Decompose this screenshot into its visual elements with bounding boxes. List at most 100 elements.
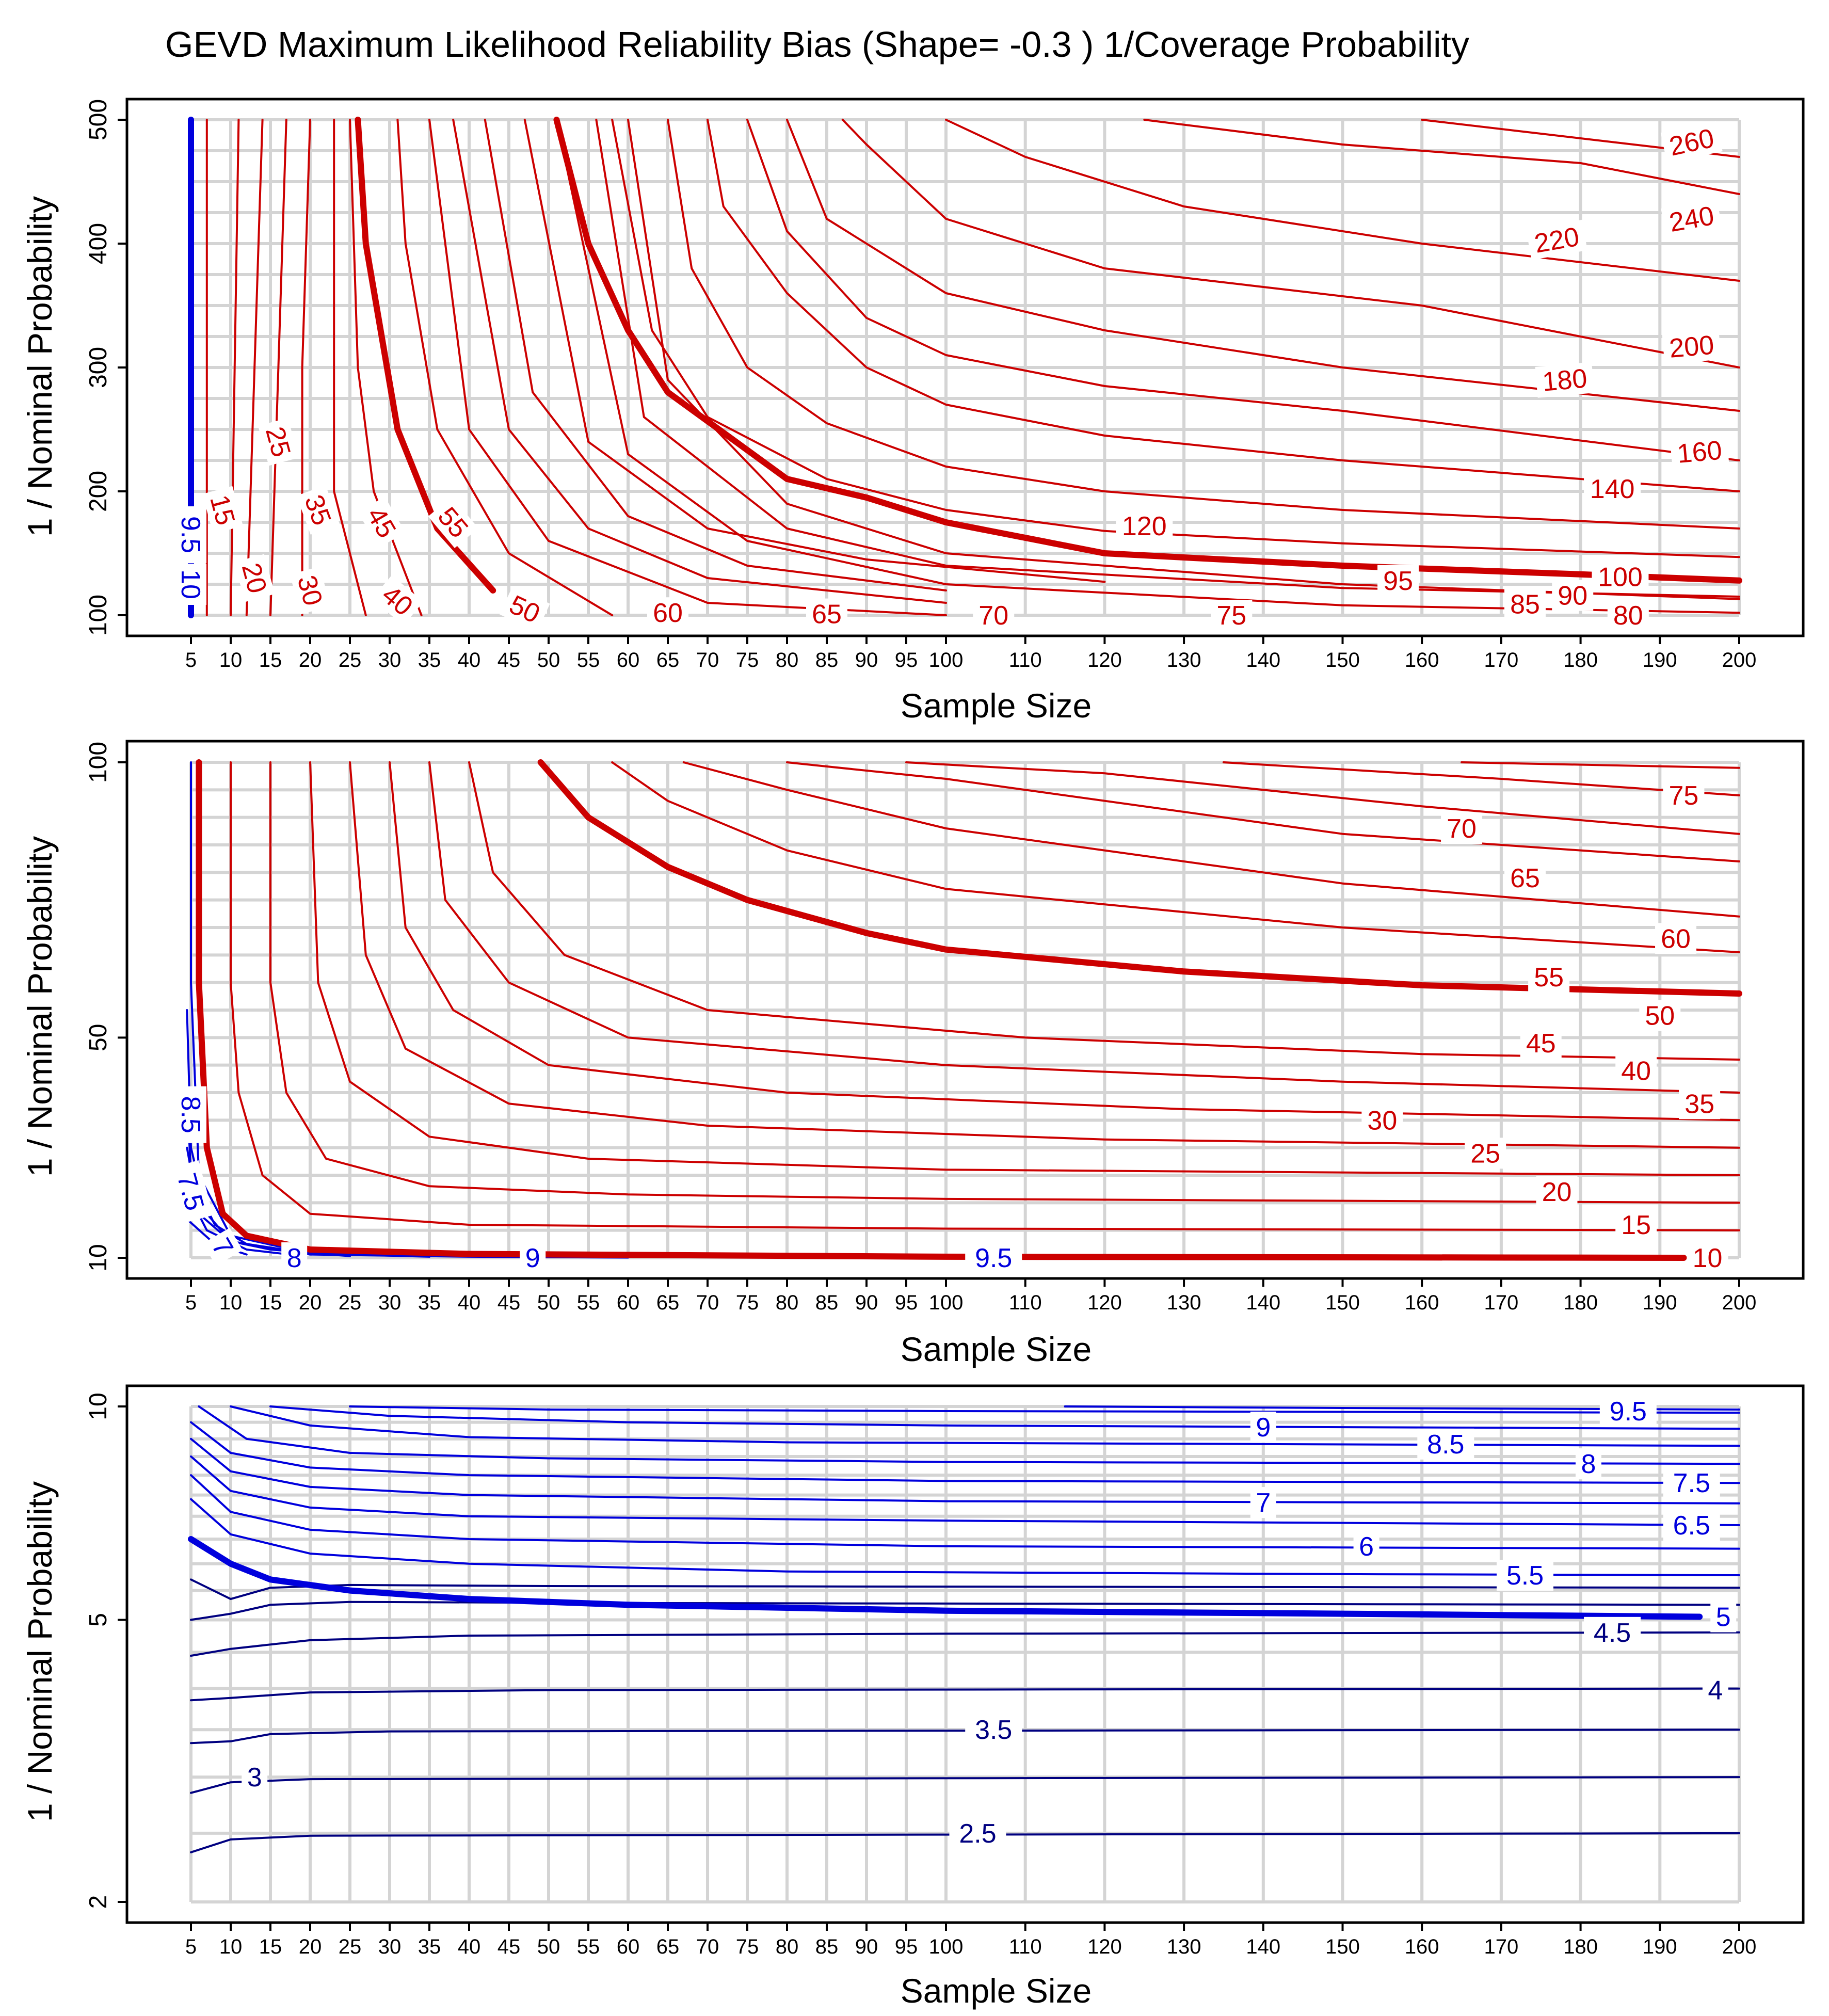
- x-tick-label: 45: [498, 1291, 521, 1314]
- x-tick-label: 10: [219, 1291, 243, 1314]
- x-tick-label: 15: [259, 1935, 282, 1958]
- y-tick-label: 5: [85, 1613, 112, 1627]
- contour-label: 70: [1447, 814, 1477, 844]
- x-tick-label: 40: [458, 649, 481, 671]
- x-tick-label: 130: [1167, 1935, 1201, 1958]
- x-tick-label: 60: [617, 649, 640, 671]
- y-tick-label: 100: [85, 595, 112, 636]
- x-tick-label: 65: [656, 1935, 680, 1958]
- contour-line-6.5: [190, 1455, 1740, 1526]
- x-tick-label: 160: [1405, 649, 1439, 671]
- x-tick-label: 25: [339, 649, 362, 671]
- contour-label-bg: [1441, 813, 1483, 844]
- x-tick-label: 200: [1722, 649, 1757, 671]
- contour-label: 10: [1693, 1243, 1723, 1273]
- contour-label: 55: [1534, 963, 1564, 993]
- contour-label: 7: [1256, 1488, 1271, 1518]
- contour-line-4: [190, 1687, 1740, 1702]
- contour-label: 8: [1581, 1449, 1596, 1479]
- contour-line-55: [396, 119, 614, 616]
- contour-label-bg: [1661, 198, 1723, 239]
- x-tick-label: 55: [577, 1291, 600, 1314]
- contour-label-bg: [1526, 219, 1587, 260]
- contour-label-bg: [242, 1762, 268, 1793]
- x-axis-title: Sample Size: [901, 686, 1092, 725]
- x-tick-label: 35: [418, 1291, 441, 1314]
- x-tick-label: 45: [498, 649, 521, 671]
- x-tick-label: 160: [1405, 1291, 1439, 1314]
- contour-line-100: [553, 117, 1742, 584]
- x-tick-label: 100: [929, 1935, 964, 1958]
- contour-line-75: [523, 119, 1106, 583]
- contour-label: 140: [1590, 474, 1635, 504]
- x-tick-label: 65: [656, 649, 680, 671]
- x-axis-title: Sample Size: [901, 1972, 1092, 2010]
- x-tick-label: 30: [378, 1935, 402, 1958]
- y-tick-label: 500: [85, 99, 112, 140]
- x-axis-title: Sample Size: [901, 1330, 1092, 1368]
- contour-label-bg: [1702, 1674, 1728, 1706]
- contour-line-25: [309, 761, 1740, 1176]
- x-tick-label: 160: [1405, 1935, 1439, 1958]
- x-tick-label: 180: [1563, 649, 1598, 671]
- contour-label: 6.5: [1673, 1511, 1710, 1541]
- contour-label: 10: [175, 569, 205, 599]
- contour-label: 85: [1510, 589, 1540, 619]
- contour-line-9: [269, 1405, 1740, 1430]
- contour-label: 5.5: [1506, 1561, 1544, 1591]
- x-tick-label: 35: [418, 649, 441, 671]
- contour-line-3: [190, 1776, 1740, 1794]
- contour-label-bg: [203, 1228, 243, 1266]
- contour-label: 4.5: [1594, 1618, 1631, 1648]
- contour-label: 15: [1621, 1210, 1651, 1240]
- y-axis: 100 200 300 400 500: [85, 99, 127, 636]
- contour-label: 160: [1676, 436, 1723, 469]
- contour-line-260: [1143, 119, 1740, 195]
- contour-line-55: [611, 761, 1740, 953]
- contour-label-bg: [296, 485, 340, 535]
- y-tick-label: 10: [85, 1244, 112, 1271]
- contour-line-50: [537, 759, 1742, 997]
- contour-label-bg: [1465, 1138, 1506, 1169]
- contour-line-60: [428, 119, 947, 616]
- x-tick-label: 85: [815, 1291, 839, 1314]
- contour-label: 260: [1667, 123, 1717, 162]
- contour-line-7.5: [190, 1421, 1740, 1484]
- contour-label-bg: [1536, 1176, 1578, 1207]
- x-tick-label: 60: [617, 1291, 640, 1314]
- x-tick-label: 10: [219, 649, 243, 671]
- contour-label-bg: [965, 1714, 1022, 1746]
- plot-frame: [125, 740, 1805, 1280]
- x-tick-label: 20: [299, 1935, 322, 1958]
- contour-label: 45: [1526, 1029, 1556, 1059]
- contour-label: 4: [1708, 1676, 1723, 1706]
- grid: [189, 761, 1741, 1259]
- x-tick-label: 15: [259, 1291, 282, 1314]
- contour-line-30: [349, 761, 1740, 1149]
- contour-line-200: [786, 119, 1740, 412]
- plot-frame: [125, 1384, 1805, 1924]
- contour-line-4.75: [190, 1601, 1740, 1621]
- contour-label-bg: [372, 575, 424, 626]
- y-axis-title: 1 / Nominal Probability: [21, 1481, 59, 1822]
- x-axis: 5 10 15 20 25 30 35 40 45 50 55 60 65 70 75 80 85 90 95 100…: [185, 1278, 1756, 1314]
- contour-label-bg: [973, 600, 1015, 631]
- contour-label-bg: [1535, 362, 1595, 398]
- contour-label-bg: [1607, 600, 1649, 631]
- contour-label-bg: [965, 1242, 1022, 1273]
- contour-line-5.5: [190, 1498, 1740, 1576]
- contour-label-bg: [290, 566, 331, 615]
- contour-line-120: [611, 119, 1740, 558]
- x-tick-label: 190: [1643, 1935, 1677, 1958]
- x-tick-label: 5: [185, 1291, 197, 1314]
- contour-label-bg: [1687, 1242, 1728, 1273]
- contour-line-180: [746, 119, 1740, 461]
- figure-title: GEVD Maximum Likelihood Reliability Bias…: [165, 24, 1469, 65]
- y-axis-title: 1 / Nominal Probability: [21, 196, 59, 537]
- x-tick-label: 120: [1087, 1935, 1122, 1958]
- contour-label-bg: [1361, 1105, 1403, 1136]
- x-tick-label: 55: [577, 1935, 600, 1958]
- y-axis: 2 5 10: [85, 1393, 127, 1909]
- x-axis: 5 10 15 20 25 30 35 40 45 50 55 60 65 70 75 80 85 90 95 100…: [185, 1923, 1756, 1958]
